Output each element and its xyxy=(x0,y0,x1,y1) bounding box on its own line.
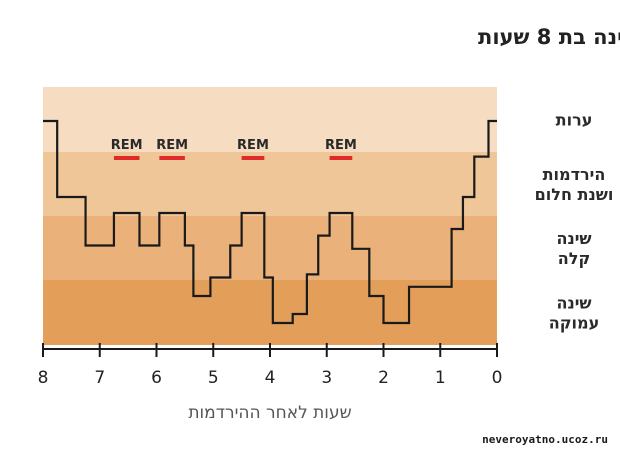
rem-label: REM xyxy=(325,138,357,153)
x-tick-label: 3 xyxy=(321,368,332,388)
stage-band xyxy=(43,87,497,152)
x-tick-label: 8 xyxy=(38,368,49,388)
stage-label: שינה xyxy=(556,229,591,248)
x-tick-label: 0 xyxy=(492,368,503,388)
stage-label: עמוקה xyxy=(549,314,600,333)
x-tick-label: 2 xyxy=(378,368,389,388)
stage-label: קלה xyxy=(558,249,590,268)
stage-band xyxy=(43,280,497,345)
stage-label: שינה xyxy=(556,294,591,313)
stage-band xyxy=(43,216,497,280)
rem-label: REM xyxy=(156,138,188,153)
stage-label: ערות xyxy=(556,111,593,130)
watermark: neveroyatno.ucoz.ru xyxy=(482,433,608,446)
x-tick-label: 4 xyxy=(265,368,276,388)
rem-label: REM xyxy=(111,138,143,153)
x-axis: 0 1 2 3 4 5 6 7 8 xyxy=(38,343,503,388)
x-tick-label: 7 xyxy=(94,368,105,388)
stage-band xyxy=(43,152,497,216)
stage-bands xyxy=(43,87,497,345)
stage-label: הירדמות xyxy=(543,165,606,184)
rem-markers: REM REM REM REM xyxy=(111,138,357,160)
hypnogram-line xyxy=(43,119,497,325)
rem-label: REM xyxy=(237,138,269,153)
x-tick-label: 1 xyxy=(435,368,446,388)
chart-title: מחזוריות שינה אופיינית לשינה בת 8 שעות xyxy=(478,25,620,49)
x-tick-label: 5 xyxy=(208,368,219,388)
x-tick-label: 6 xyxy=(151,368,162,388)
stage-label: ושנת חלום xyxy=(535,185,614,204)
x-axis-label: שעות לאחר ההירדמות xyxy=(188,403,351,423)
